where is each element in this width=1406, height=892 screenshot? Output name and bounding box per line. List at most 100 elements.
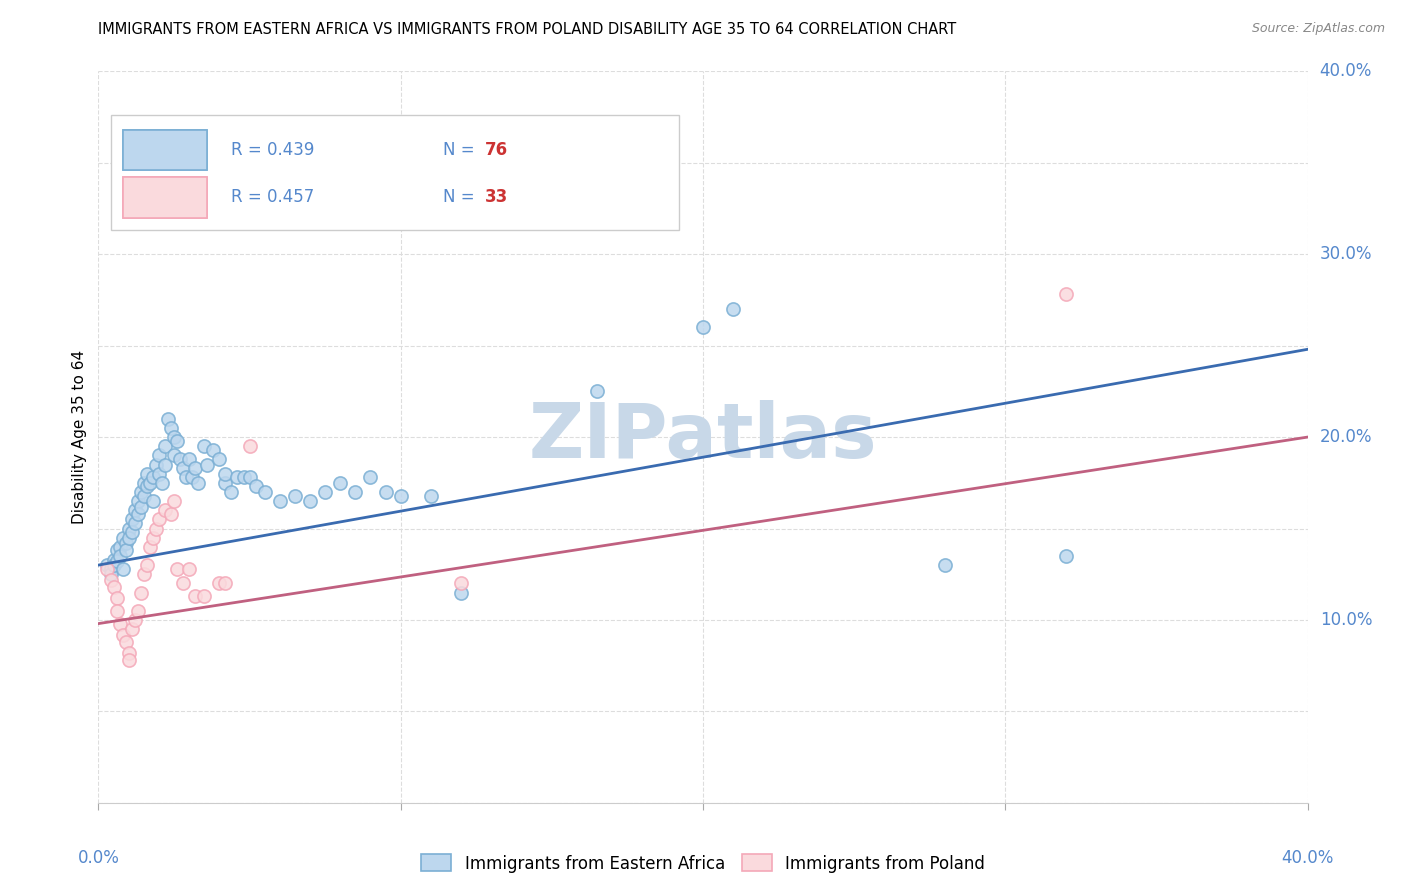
- Text: R = 0.439: R = 0.439: [232, 141, 315, 159]
- Point: [127, 494, 149, 508]
- Point: [208, 576, 231, 591]
- Point: [934, 558, 956, 573]
- Point: [214, 467, 236, 481]
- Point: [96, 558, 118, 573]
- Text: 76: 76: [485, 141, 509, 159]
- Point: [121, 622, 143, 636]
- Text: 0.0%: 0.0%: [77, 848, 120, 866]
- Point: [145, 521, 167, 535]
- Text: 40.0%: 40.0%: [1320, 62, 1372, 80]
- Y-axis label: Disability Age 35 to 64: Disability Age 35 to 64: [72, 350, 87, 524]
- Point: [132, 475, 155, 490]
- Point: [169, 452, 191, 467]
- Point: [193, 589, 215, 603]
- Point: [96, 562, 118, 576]
- Point: [129, 485, 152, 500]
- Point: [118, 646, 141, 660]
- Point: [174, 470, 197, 484]
- FancyBboxPatch shape: [111, 114, 679, 230]
- Point: [450, 585, 472, 599]
- Point: [239, 470, 262, 484]
- Point: [135, 558, 157, 573]
- Point: [100, 562, 122, 576]
- Point: [692, 320, 714, 334]
- Point: [148, 512, 170, 526]
- Point: [124, 503, 146, 517]
- Point: [108, 549, 131, 563]
- Point: [166, 434, 188, 448]
- Text: 20.0%: 20.0%: [1320, 428, 1372, 446]
- Point: [172, 576, 194, 591]
- Point: [148, 467, 170, 481]
- Point: [214, 475, 236, 490]
- Point: [245, 479, 267, 493]
- Point: [163, 449, 186, 463]
- Point: [163, 494, 186, 508]
- Point: [160, 507, 183, 521]
- Point: [114, 536, 136, 550]
- Text: ZIPatlas: ZIPatlas: [529, 401, 877, 474]
- Point: [135, 479, 157, 493]
- Point: [124, 613, 146, 627]
- Point: [177, 452, 201, 467]
- Point: [132, 489, 155, 503]
- FancyBboxPatch shape: [122, 178, 207, 218]
- Point: [299, 494, 322, 508]
- Point: [118, 531, 141, 545]
- Point: [163, 430, 186, 444]
- Point: [160, 421, 183, 435]
- Point: [360, 470, 382, 484]
- Point: [129, 585, 152, 599]
- Point: [132, 567, 155, 582]
- Point: [586, 384, 609, 399]
- Point: [108, 540, 131, 554]
- Point: [103, 558, 125, 573]
- Point: [139, 475, 162, 490]
- Point: [232, 470, 254, 484]
- Point: [177, 562, 201, 576]
- Point: [111, 627, 134, 641]
- Point: [124, 516, 146, 530]
- Point: [142, 470, 165, 484]
- Point: [374, 485, 396, 500]
- Point: [142, 531, 165, 545]
- Point: [145, 458, 167, 472]
- Point: [184, 589, 207, 603]
- Point: [100, 573, 122, 587]
- Point: [226, 470, 249, 484]
- Point: [239, 439, 262, 453]
- Point: [202, 442, 225, 457]
- Point: [187, 475, 209, 490]
- Point: [208, 452, 231, 467]
- Point: [105, 604, 128, 618]
- Point: [166, 562, 188, 576]
- Point: [103, 580, 125, 594]
- Point: [135, 467, 157, 481]
- Point: [284, 489, 307, 503]
- Point: [184, 461, 207, 475]
- Point: [103, 552, 125, 566]
- Point: [118, 521, 141, 535]
- Point: [389, 489, 412, 503]
- Point: [172, 461, 194, 475]
- Text: 33: 33: [485, 188, 509, 206]
- Point: [127, 604, 149, 618]
- Text: Source: ZipAtlas.com: Source: ZipAtlas.com: [1251, 22, 1385, 36]
- FancyBboxPatch shape: [122, 130, 207, 170]
- Point: [105, 591, 128, 605]
- Point: [105, 554, 128, 568]
- Point: [142, 494, 165, 508]
- Point: [419, 489, 441, 503]
- Point: [195, 458, 218, 472]
- Point: [153, 439, 176, 453]
- Point: [127, 507, 149, 521]
- Point: [1054, 287, 1077, 301]
- Point: [156, 412, 179, 426]
- Point: [153, 503, 176, 517]
- Legend: Immigrants from Eastern Africa, Immigrants from Poland: Immigrants from Eastern Africa, Immigran…: [415, 847, 991, 880]
- Point: [118, 653, 141, 667]
- Point: [139, 540, 162, 554]
- Point: [181, 470, 204, 484]
- Point: [214, 576, 236, 591]
- Text: 40.0%: 40.0%: [1281, 848, 1334, 866]
